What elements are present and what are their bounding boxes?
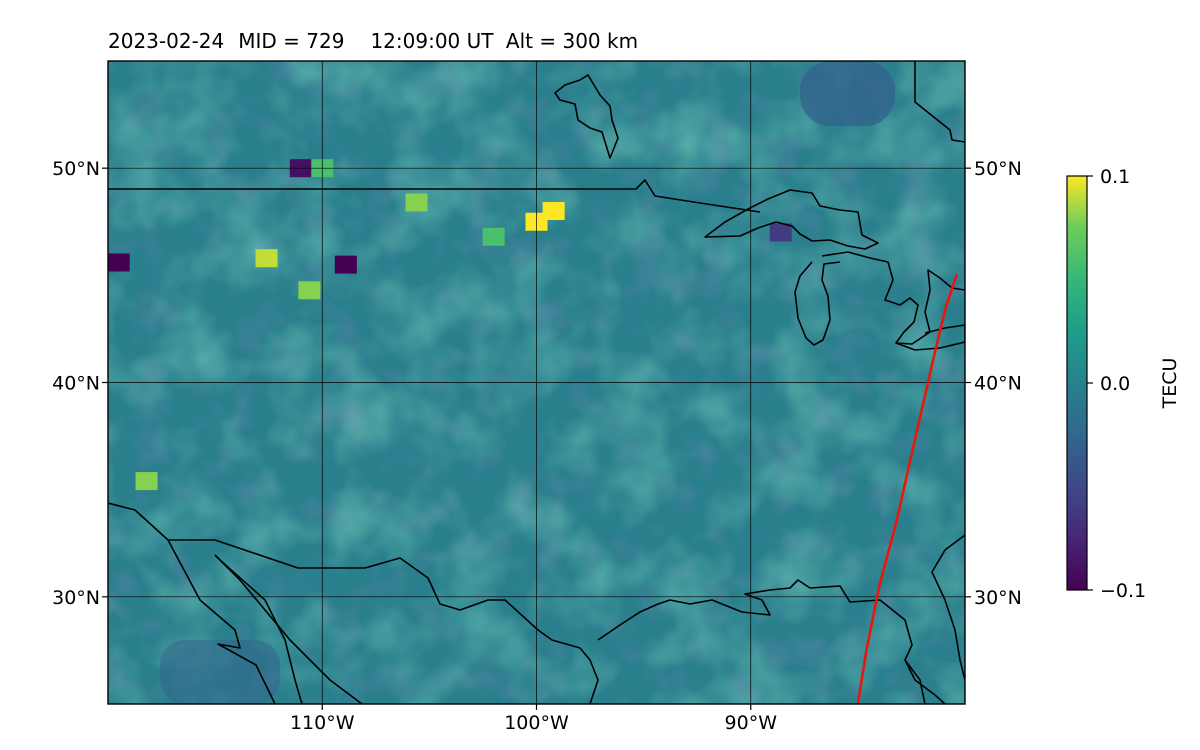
lat-tick-label-left: 30°N: [52, 587, 100, 609]
lon-tick-label: 90°W: [725, 712, 778, 734]
tec-anomaly-cell: [405, 193, 428, 212]
hudson-bay-coast: [554, 74, 619, 159]
graticule: [108, 61, 965, 704]
florida-west-coast: [904, 659, 946, 704]
lat-tick-label-right: 40°N: [974, 373, 1022, 395]
title-time: 12:09:00 UT: [370, 29, 494, 53]
colorbar-label: TECU: [1159, 358, 1181, 410]
colorbar-tick-label: −0.1: [1100, 580, 1146, 602]
tec-anomaly-cell: [334, 255, 357, 274]
colorbar-tick-label: 0.1: [1100, 166, 1130, 188]
lat-tick-label-left: 40°N: [52, 373, 100, 395]
lake-michigan: [794, 261, 841, 346]
tec-anomaly-cell: [769, 223, 792, 242]
lake-erie: [895, 324, 965, 351]
title-date: 2023-02-24: [108, 29, 224, 53]
tec-anomaly-cell: [108, 253, 130, 272]
lake-superior: [704, 189, 879, 250]
quebec-coast: [914, 61, 965, 143]
lon-tick-label: 110°W: [290, 712, 355, 734]
title-altitude: Alt = 300 km: [506, 29, 638, 53]
lake-michigan-huron: [821, 251, 965, 345]
tec-low-patch-south: [160, 640, 280, 704]
tec-anomaly-cell: [255, 249, 278, 268]
satellite-track: [856, 273, 958, 704]
colorbar-tick-label: 0.0: [1100, 373, 1130, 395]
axis-ticks: 110°W 100°W 90°W 50°N 50°N 40°N 40°N 30°N 30°N: [52, 158, 1022, 734]
lat-tick-label-right: 30°N: [974, 587, 1022, 609]
map-panel: [108, 61, 965, 704]
colorbar-ticks: 0.1 0.0 −0.1: [1087, 166, 1146, 602]
tec-anomaly-cell: [482, 227, 505, 246]
florida-coast: [931, 534, 965, 681]
lon-tick-label: 100°W: [504, 712, 569, 734]
us-canada-border: [108, 179, 761, 213]
tec-anomaly-cell: [135, 472, 158, 491]
colorbar-gradient: [1066, 175, 1088, 591]
lat-tick-label-left: 50°N: [52, 158, 100, 180]
mexico-mainland-coast: [214, 554, 363, 704]
tec-anomaly-layer: [108, 159, 792, 491]
tec-low-patch: [800, 61, 895, 126]
tec-anomaly-cell: [298, 281, 321, 300]
baja-peninsula: [167, 539, 276, 704]
lat-tick-label-right: 50°N: [974, 158, 1022, 180]
title-mid: MID = 729: [238, 29, 344, 53]
colorbar: 0.1 0.0 −0.1 TECU: [1066, 166, 1181, 602]
mexico-border-gulf-coast: [108, 502, 599, 704]
tec-anomaly-cell: [542, 202, 565, 221]
gulf-coast-us: [597, 579, 926, 704]
map-title: 2023-02-24 MID = 729 12:09:00 UT Alt = 300 …: [108, 29, 638, 53]
coastlines: [108, 61, 965, 704]
